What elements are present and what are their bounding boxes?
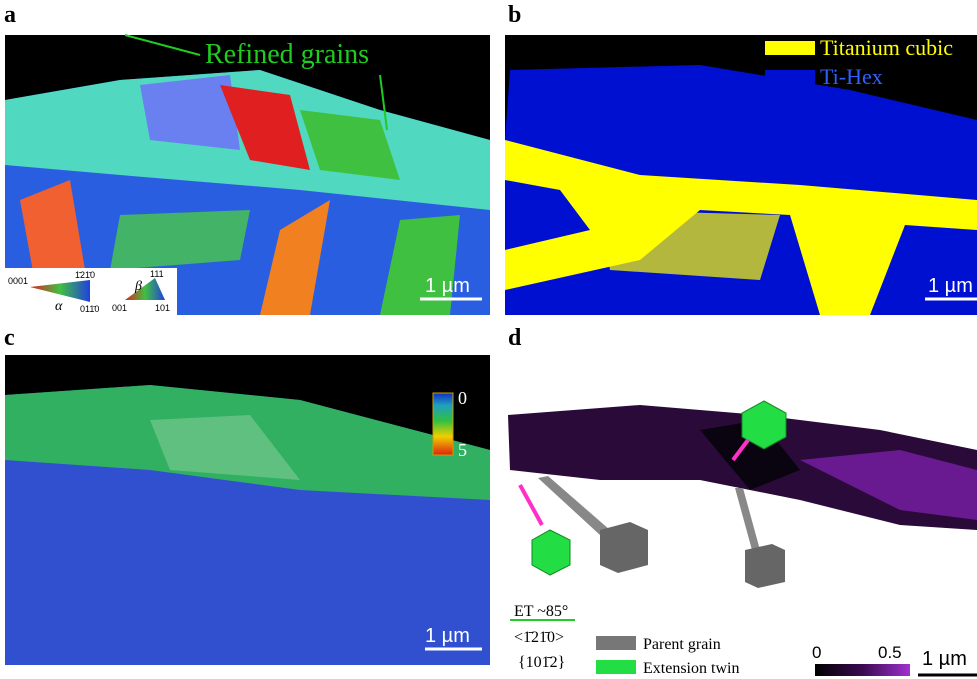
parent-cube	[600, 522, 648, 573]
connector	[538, 476, 610, 535]
legend-label: Parent grain	[643, 636, 721, 653]
parent-cube	[745, 544, 785, 588]
colorbar-label: 5	[458, 440, 467, 460]
titanium-cubic	[600, 210, 780, 280]
colorbar-label: 0.5	[878, 643, 902, 662]
corner-label: 111	[150, 269, 164, 279]
symbol: β	[134, 279, 142, 294]
phase-map-b	[505, 35, 977, 315]
colorbar	[433, 393, 453, 455]
colorbar-label: 0	[812, 643, 821, 662]
colorbar-label: 0	[458, 388, 467, 408]
kam-map-c	[5, 355, 490, 665]
annotation: Refined grains	[205, 39, 369, 70]
connector	[735, 488, 760, 550]
panel-label: d	[508, 325, 522, 351]
scale-label: 1 µm	[425, 625, 470, 647]
corner-label: 0001	[8, 276, 28, 286]
corner-label: 011̄0	[80, 304, 99, 314]
corner-label: 101	[155, 303, 170, 313]
corner-label: 001	[112, 303, 127, 313]
legend-label: Ti-Hex	[820, 64, 883, 89]
colorbar	[815, 664, 910, 676]
legend-swatch	[596, 636, 636, 650]
relation: ET ~85°	[514, 603, 568, 620]
panel-label: c	[4, 325, 15, 351]
figure: a Refined grains 0001 1̄21̄0 011̄0 α β 1…	[0, 0, 977, 679]
panel-label: b	[508, 2, 521, 28]
legend-swatch	[765, 70, 815, 84]
corner-label: 1̄21̄0	[75, 270, 95, 280]
legend-label: Titanium cubic	[820, 35, 953, 60]
relation: <1̄21̄0>	[514, 629, 564, 646]
legend-label: Extension twin	[643, 660, 739, 677]
twin-hexagon	[532, 530, 570, 575]
scale-label: 1 µm	[922, 648, 967, 670]
scale-label: 1 µm	[928, 275, 973, 297]
panel-label: a	[4, 2, 16, 28]
misorientation-map-d	[508, 401, 977, 676]
legend-swatch	[765, 41, 815, 55]
symbol: α	[55, 299, 63, 314]
relation: {101̄2}	[518, 654, 565, 671]
legend-swatch	[596, 660, 636, 674]
arrow	[520, 485, 542, 525]
scale-label: 1 µm	[425, 275, 470, 297]
